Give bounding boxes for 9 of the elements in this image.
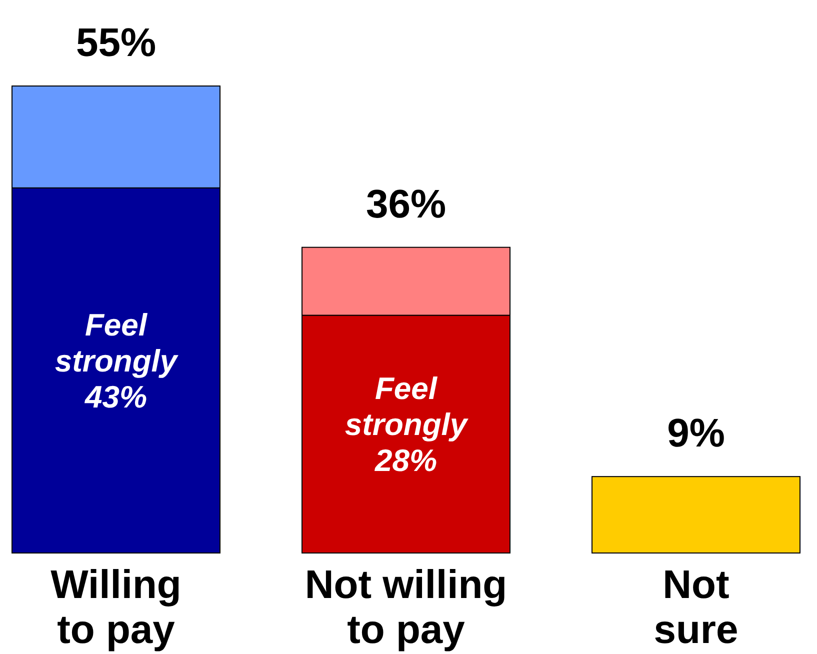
x-tick-label: Willing to pay [50, 563, 182, 652]
data-label: Feel strongly 28% [344, 371, 469, 478]
x-tick-label: Not willing to pay [304, 563, 508, 652]
total-label: 36% [366, 182, 446, 226]
x-tick-label: Not sure [654, 563, 738, 652]
total-label: 9% [667, 412, 725, 456]
total-label: 55% [76, 21, 156, 65]
data-label: Feel strongly 43% [54, 307, 179, 414]
bar [592, 476, 800, 554]
